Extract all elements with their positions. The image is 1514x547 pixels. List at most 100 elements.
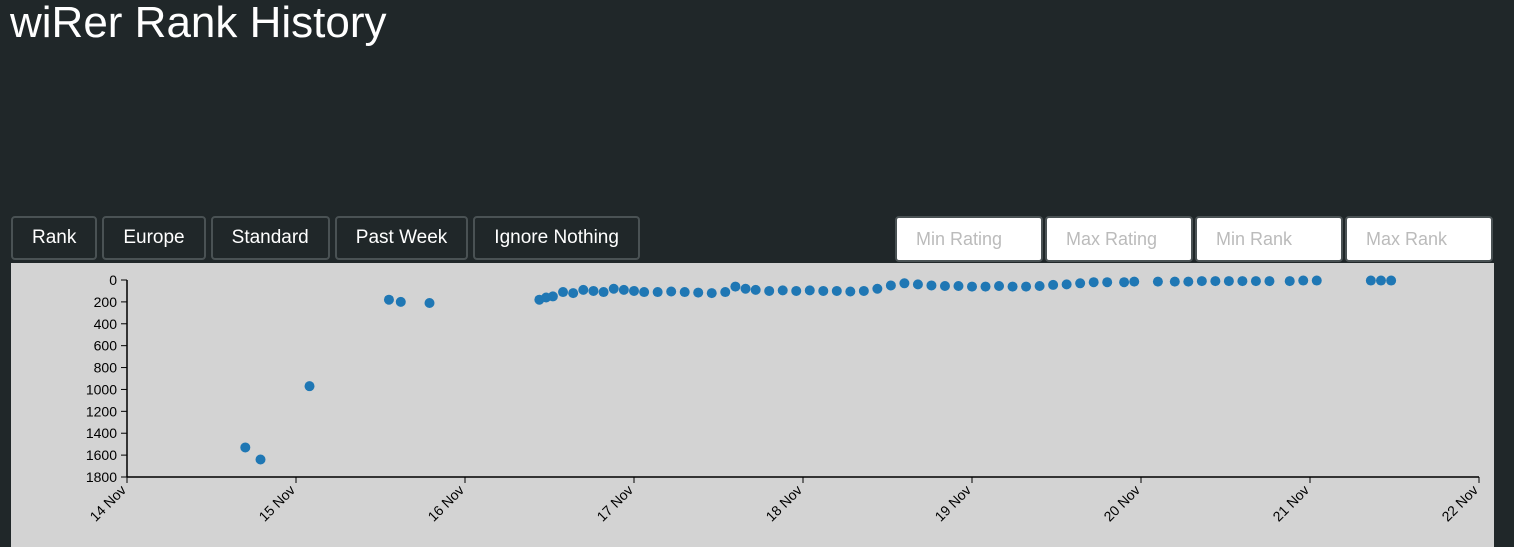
data-point: [1284, 276, 1295, 287]
data-point: [608, 283, 619, 294]
data-point: [618, 284, 629, 295]
data-point: [706, 288, 717, 299]
data-point: [845, 286, 856, 297]
data-point: [1129, 276, 1140, 287]
data-point: [858, 285, 869, 296]
y-tick-label: 1000: [86, 381, 117, 397]
data-point: [1119, 277, 1130, 288]
data-point: [1196, 276, 1207, 287]
x-tick-label: 15 Nov: [255, 482, 298, 525]
data-point: [1311, 275, 1322, 286]
data-point: [872, 283, 883, 294]
toggle-button[interactable]: Ignore Nothing: [473, 216, 640, 260]
x-tick-label: 18 Nov: [762, 482, 805, 525]
data-point: [1152, 276, 1163, 287]
filter-input[interactable]: Min Rank: [1195, 216, 1343, 262]
toggle-button[interactable]: Europe: [102, 216, 206, 260]
data-point: [953, 281, 964, 292]
data-point: [1365, 275, 1376, 286]
data-point: [764, 285, 775, 296]
data-point: [629, 285, 639, 296]
data-point: [926, 280, 937, 291]
toggle-button[interactable]: Rank: [11, 216, 98, 260]
x-tick-label: 20 Nov: [1100, 482, 1143, 525]
data-point: [939, 281, 950, 292]
data-point: [1223, 276, 1234, 287]
x-tick-label: 22 Nov: [1438, 482, 1481, 525]
data-point: [598, 287, 609, 298]
y-tick-label: 1400: [86, 425, 117, 441]
data-point: [1210, 276, 1221, 287]
x-tick-label: 14 Nov: [86, 482, 129, 525]
data-point: [255, 454, 266, 465]
data-point: [1250, 276, 1261, 287]
data-point: [652, 287, 663, 298]
data-point: [885, 280, 896, 291]
y-tick-label: 1600: [86, 447, 117, 463]
data-point: [777, 285, 788, 296]
data-point: [547, 291, 558, 302]
data-point: [720, 287, 731, 298]
data-point: [980, 281, 991, 292]
data-point: [818, 285, 829, 296]
data-point: [1021, 281, 1032, 292]
data-point: [639, 287, 650, 298]
data-point: [679, 287, 690, 298]
data-point: [1034, 281, 1045, 292]
data-point: [831, 285, 842, 296]
data-point: [588, 285, 599, 296]
page-title: wiRer Rank History: [10, 0, 387, 47]
data-point: [304, 381, 315, 392]
filter-inputs: Min Rating Max Rating Min Rank Max Rank: [895, 216, 1493, 262]
x-tick-label: 21 Nov: [1269, 482, 1312, 525]
y-tick-label: 600: [94, 338, 118, 354]
x-tick-label: 19 Nov: [931, 482, 974, 525]
toggle-button[interactable]: Standard: [210, 216, 330, 260]
y-tick-label: 1200: [86, 403, 117, 419]
filter-input[interactable]: Max Rank: [1345, 216, 1493, 262]
data-point: [730, 281, 741, 292]
data-point: [693, 287, 704, 298]
y-tick-label: 1800: [86, 469, 117, 485]
toggle-button[interactable]: Past Week: [334, 216, 469, 260]
data-point: [666, 286, 677, 297]
data-point: [1061, 279, 1072, 290]
data-point: [1007, 281, 1018, 292]
data-point: [1298, 275, 1309, 286]
data-point: [1102, 277, 1113, 288]
data-point: [1375, 275, 1386, 286]
data-point: [1048, 279, 1059, 290]
filter-input[interactable]: Min Rating: [895, 216, 1043, 262]
data-point: [240, 442, 251, 453]
data-point: [383, 294, 394, 305]
x-tick-label: 16 Nov: [424, 482, 467, 525]
filter-input[interactable]: Max Rating: [1045, 216, 1193, 262]
y-tick-label: 400: [94, 316, 118, 332]
y-tick-label: 800: [94, 360, 118, 376]
data-point: [1075, 278, 1086, 289]
data-point: [568, 288, 579, 299]
data-point: [1237, 276, 1248, 287]
data-point: [750, 284, 761, 295]
data-point: [912, 279, 923, 290]
data-point: [1183, 276, 1194, 287]
y-tick-label: 0: [109, 272, 117, 288]
data-point: [424, 297, 435, 308]
button-bar: Rank Europe Standard Past Week Ignore Nothin…: [11, 216, 640, 260]
data-point: [740, 283, 751, 294]
data-point: [558, 287, 569, 298]
data-point: [1088, 277, 1099, 288]
data-point: [1169, 276, 1180, 287]
data-point: [899, 278, 910, 289]
data-point: [1386, 275, 1397, 286]
data-point: [395, 296, 406, 307]
data-point: [967, 281, 977, 292]
y-tick-label: 200: [94, 294, 118, 310]
data-point: [791, 285, 802, 296]
data-point: [1264, 276, 1275, 287]
data-point: [994, 281, 1005, 292]
x-tick-label: 17 Nov: [593, 482, 636, 525]
data-point: [578, 284, 589, 295]
